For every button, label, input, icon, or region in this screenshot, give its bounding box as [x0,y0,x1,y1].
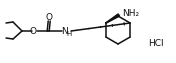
Polygon shape [106,14,120,23]
Text: H: H [66,32,71,37]
Text: O: O [46,12,52,21]
Text: O: O [30,28,36,36]
Text: NH₂: NH₂ [122,10,139,19]
Text: N: N [62,27,68,36]
Text: HCl: HCl [148,38,164,48]
